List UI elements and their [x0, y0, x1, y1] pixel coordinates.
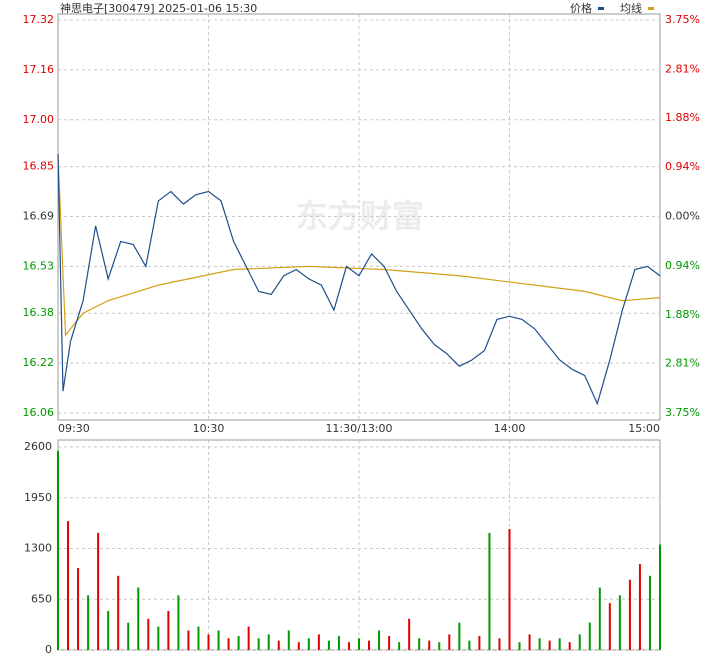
volume-bar	[247, 626, 250, 650]
volume-bar	[217, 630, 220, 650]
volume-bar	[87, 595, 90, 650]
volume-bar	[187, 630, 190, 650]
volume-bar	[398, 642, 401, 650]
chart-title: 神思电子[300479] 2025-01-06 15:30	[60, 1, 257, 15]
volume-bar	[518, 642, 521, 650]
y-tick-label: 17.32	[23, 13, 55, 26]
y2-tick-label: 2.81%	[665, 357, 700, 370]
volume-bar	[127, 622, 130, 650]
volume-bar	[317, 634, 320, 650]
volume-bar	[548, 640, 551, 650]
y-tick-label: 16.22	[23, 356, 55, 369]
x-tick-label: 15:00	[628, 422, 660, 435]
volume-bar	[618, 595, 621, 650]
y2-tick-label: 2.81%	[665, 62, 700, 75]
volume-bar	[177, 595, 180, 650]
volume-bar	[438, 642, 441, 650]
volume-bar	[428, 640, 431, 650]
volume-bar	[418, 638, 421, 650]
volume-bar	[287, 630, 290, 650]
y-tick-label: 2600	[24, 440, 52, 453]
y-tick-label: 17.16	[23, 63, 55, 76]
volume-bar	[608, 603, 611, 650]
volume-bar	[588, 622, 591, 650]
volume-bar	[77, 568, 80, 650]
y-tick-label: 0	[45, 643, 52, 655]
y-tick-label: 16.38	[23, 306, 55, 319]
volume-bar	[157, 626, 160, 650]
y-tick-label: 16.53	[23, 259, 55, 272]
volume-bar	[237, 635, 240, 650]
volume-bar	[488, 532, 491, 650]
volume-bar	[368, 640, 371, 650]
volume-bar	[628, 579, 631, 650]
y-tick-label: 16.06	[23, 406, 55, 419]
volume-bar	[117, 575, 120, 650]
volume-bar	[378, 630, 381, 650]
volume-bar	[147, 618, 150, 650]
y2-tick-label: 0.94%	[665, 160, 700, 173]
volume-bar	[388, 635, 391, 650]
volume-bar	[277, 640, 280, 650]
x-tick-label: 10:30	[193, 422, 225, 435]
volume-bar	[207, 634, 210, 650]
volume-bar	[648, 575, 651, 650]
volume-bar	[468, 640, 471, 650]
volume-bar	[107, 610, 110, 650]
series-line	[57, 154, 661, 337]
volume-bar	[358, 638, 360, 650]
legend-label: 均线	[620, 1, 642, 15]
volume-bar	[297, 642, 300, 650]
volume-bar	[227, 638, 230, 650]
volume-bar	[498, 638, 501, 650]
volume-bar	[659, 544, 661, 650]
y2-tick-label: 1.88%	[665, 308, 700, 321]
legend-label: 价格	[570, 1, 592, 15]
volume-bar	[57, 450, 59, 650]
volume-bar	[257, 638, 260, 650]
volume-bar	[458, 622, 461, 650]
volume-bar	[558, 638, 561, 650]
volume-bar	[167, 610, 170, 650]
volume-bar	[347, 642, 350, 650]
volume-bar	[638, 564, 641, 650]
volume-bar	[528, 634, 531, 650]
y-tick-label: 650	[31, 592, 52, 605]
volume-bar	[307, 638, 310, 650]
legend-swatch	[648, 7, 654, 10]
y2-tick-label: 0.94%	[665, 259, 700, 272]
y-tick-label: 1950	[24, 491, 52, 504]
volume-bar	[267, 634, 270, 650]
volume-bar	[568, 642, 571, 650]
x-tick-label: 14:00	[494, 422, 526, 435]
x-tick-label: 09:30	[58, 422, 90, 435]
volume-bar	[578, 634, 581, 650]
y-tick-label: 16.69	[23, 210, 55, 223]
volume-bar	[97, 532, 100, 650]
y-tick-label: 16.85	[23, 160, 55, 173]
volume-bar	[337, 635, 340, 650]
y2-tick-label: 1.88%	[665, 111, 700, 124]
volume-bar	[508, 528, 511, 650]
legend-swatch	[598, 7, 604, 10]
volume-bar	[478, 635, 481, 650]
volume-bar	[137, 587, 140, 650]
volume-bar	[598, 587, 601, 650]
y2-tick-label: 3.75%	[665, 13, 700, 26]
volume-bar	[67, 521, 70, 650]
y-tick-label: 1300	[24, 542, 52, 555]
series-line	[57, 154, 661, 406]
x-tick-label: 11:30/13:00	[325, 422, 392, 435]
volume-bar	[408, 618, 411, 650]
y-tick-label: 17.00	[23, 113, 55, 126]
volume-bar	[448, 634, 451, 650]
volume-bar	[327, 640, 330, 650]
y2-tick-label: 0.00%	[665, 210, 700, 223]
volume-bar	[197, 626, 200, 650]
y2-tick-label: 3.75%	[665, 406, 700, 419]
volume-bar	[538, 638, 541, 650]
